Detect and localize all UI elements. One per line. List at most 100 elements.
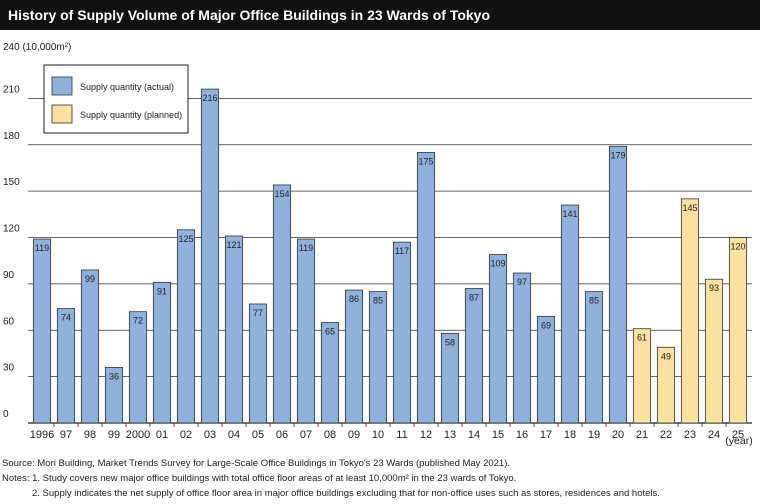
y-tick-label: 90 — [3, 270, 15, 281]
y-tick-label: 150 — [3, 177, 20, 188]
bar-24 — [704, 278, 724, 424]
bar-07 — [296, 238, 316, 424]
y-tick-label: 0 — [3, 409, 9, 420]
bar-99 — [104, 366, 124, 424]
legend-label-actual: Supply quantity (actual) — [80, 82, 174, 92]
bar-16 — [512, 272, 532, 424]
bar-value-label-15: 109 — [490, 259, 505, 269]
bar-value-label-16: 97 — [517, 277, 527, 287]
x-tick-label-13: 13 — [444, 429, 456, 441]
y-axis-unit-label: 240 (10,000m²) — [3, 42, 71, 53]
x-tick-label-09: 09 — [348, 429, 360, 441]
x-tick-label-12: 12 — [420, 429, 432, 441]
bar-value-label-24: 93 — [709, 283, 719, 293]
bar-2000 — [128, 311, 148, 424]
bar-1996 — [32, 238, 52, 424]
bar-14 — [464, 288, 484, 424]
bar-value-label-23: 145 — [682, 203, 697, 213]
x-tick-label-2000: 2000 — [126, 429, 150, 441]
bar-value-label-09: 86 — [349, 294, 359, 304]
footnote-1: Notes: 1. Study covers new major office … — [2, 473, 517, 484]
bar-17 — [536, 315, 556, 424]
y-tick-label: 60 — [3, 316, 15, 327]
y-tick-label: 210 — [3, 84, 20, 95]
bar-value-label-11: 117 — [395, 246, 409, 256]
y-tick-label: 180 — [3, 131, 20, 142]
bar-02 — [176, 229, 196, 424]
bar-value-label-06: 154 — [274, 189, 289, 199]
bar-value-label-20: 179 — [610, 150, 625, 160]
bar-23 — [680, 198, 700, 424]
x-tick-label-18: 18 — [564, 429, 576, 441]
bar-21 — [632, 328, 652, 424]
bar-value-label-2000: 72 — [133, 316, 143, 326]
bar-03 — [200, 88, 220, 424]
x-tick-label-99: 99 — [108, 429, 120, 441]
bar-97 — [56, 308, 76, 424]
x-tick-label-14: 14 — [468, 429, 480, 441]
bar-value-label-19: 85 — [589, 296, 599, 306]
bar-value-label-25: 120 — [730, 242, 745, 252]
bar-value-label-13: 58 — [445, 337, 455, 347]
x-tick-label-25: 25 — [732, 429, 744, 441]
x-tick-label-11: 11 — [396, 429, 407, 441]
x-tick-label-02: 02 — [180, 429, 192, 441]
legend-label-planned: Supply quantity (planned) — [80, 110, 182, 120]
bar-value-label-08: 65 — [325, 327, 335, 337]
bar-08 — [320, 322, 340, 424]
bar-20 — [608, 145, 628, 424]
x-tick-label-07: 07 — [300, 429, 312, 441]
x-tick-label-17: 17 — [540, 429, 552, 441]
bar-value-label-1996: 119 — [35, 243, 49, 253]
bar-value-label-05: 77 — [253, 308, 263, 318]
x-tick-label-15: 15 — [492, 429, 504, 441]
legend-swatch-planned — [51, 104, 73, 124]
legend: Supply quantity (actual) Supply quantity… — [43, 64, 189, 134]
x-tick-label-05: 05 — [252, 429, 264, 441]
bar-25 — [728, 237, 748, 424]
x-tick-label-03: 03 — [204, 429, 216, 441]
x-tick-label-06: 06 — [276, 429, 288, 441]
bar-value-label-14: 87 — [469, 293, 479, 303]
x-tick-label-01: 01 — [156, 429, 168, 441]
bar-value-label-02: 125 — [178, 234, 193, 244]
x-tick-label-16: 16 — [516, 429, 528, 441]
y-tick-label: 30 — [3, 363, 15, 374]
bar-value-label-07: 119 — [299, 243, 313, 253]
bar-04 — [224, 235, 244, 424]
x-axis-unit-label: (year) — [725, 435, 752, 447]
bar-12 — [416, 152, 436, 424]
x-tick-label-04: 04 — [228, 429, 240, 441]
x-tick-label-10: 10 — [372, 429, 384, 441]
bar-11 — [392, 241, 412, 424]
bar-05 — [248, 303, 268, 424]
x-tick-label-23: 23 — [684, 429, 696, 441]
x-tick-label-22: 22 — [660, 429, 672, 441]
bar-value-label-10: 85 — [373, 296, 383, 306]
y-tick-label: 120 — [3, 224, 20, 235]
bar-09 — [344, 289, 364, 424]
x-tick-label-97: 97 — [60, 429, 72, 441]
bar-value-label-97: 74 — [61, 313, 71, 323]
bar-15 — [488, 254, 508, 424]
bar-01 — [152, 281, 172, 424]
bar-value-label-99: 36 — [109, 371, 119, 381]
bar-value-label-17: 69 — [541, 320, 551, 330]
bar-value-label-04: 121 — [226, 240, 241, 250]
bar-13 — [440, 332, 460, 424]
bar-18 — [560, 204, 580, 424]
bar-06 — [272, 184, 292, 424]
bar-22 — [656, 346, 676, 424]
bar-value-label-98: 99 — [85, 274, 95, 284]
x-tick-label-08: 08 — [324, 429, 336, 441]
x-tick-label-19: 19 — [588, 429, 600, 441]
footnote-2: 2. Supply indicates the net supply of of… — [32, 488, 660, 499]
x-axis: 1996 97 98 99 2000 01 02 03 04 05 06 07 08 09 10 11 12 13… — [30, 423, 744, 441]
x-tick-label-98: 98 — [84, 429, 96, 441]
x-tick-label-24: 24 — [708, 429, 720, 441]
x-tick-label-20: 20 — [612, 429, 624, 441]
bar-value-label-18: 141 — [562, 209, 577, 219]
legend-swatch-actual — [51, 76, 73, 96]
bar-value-label-21: 61 — [637, 333, 647, 343]
